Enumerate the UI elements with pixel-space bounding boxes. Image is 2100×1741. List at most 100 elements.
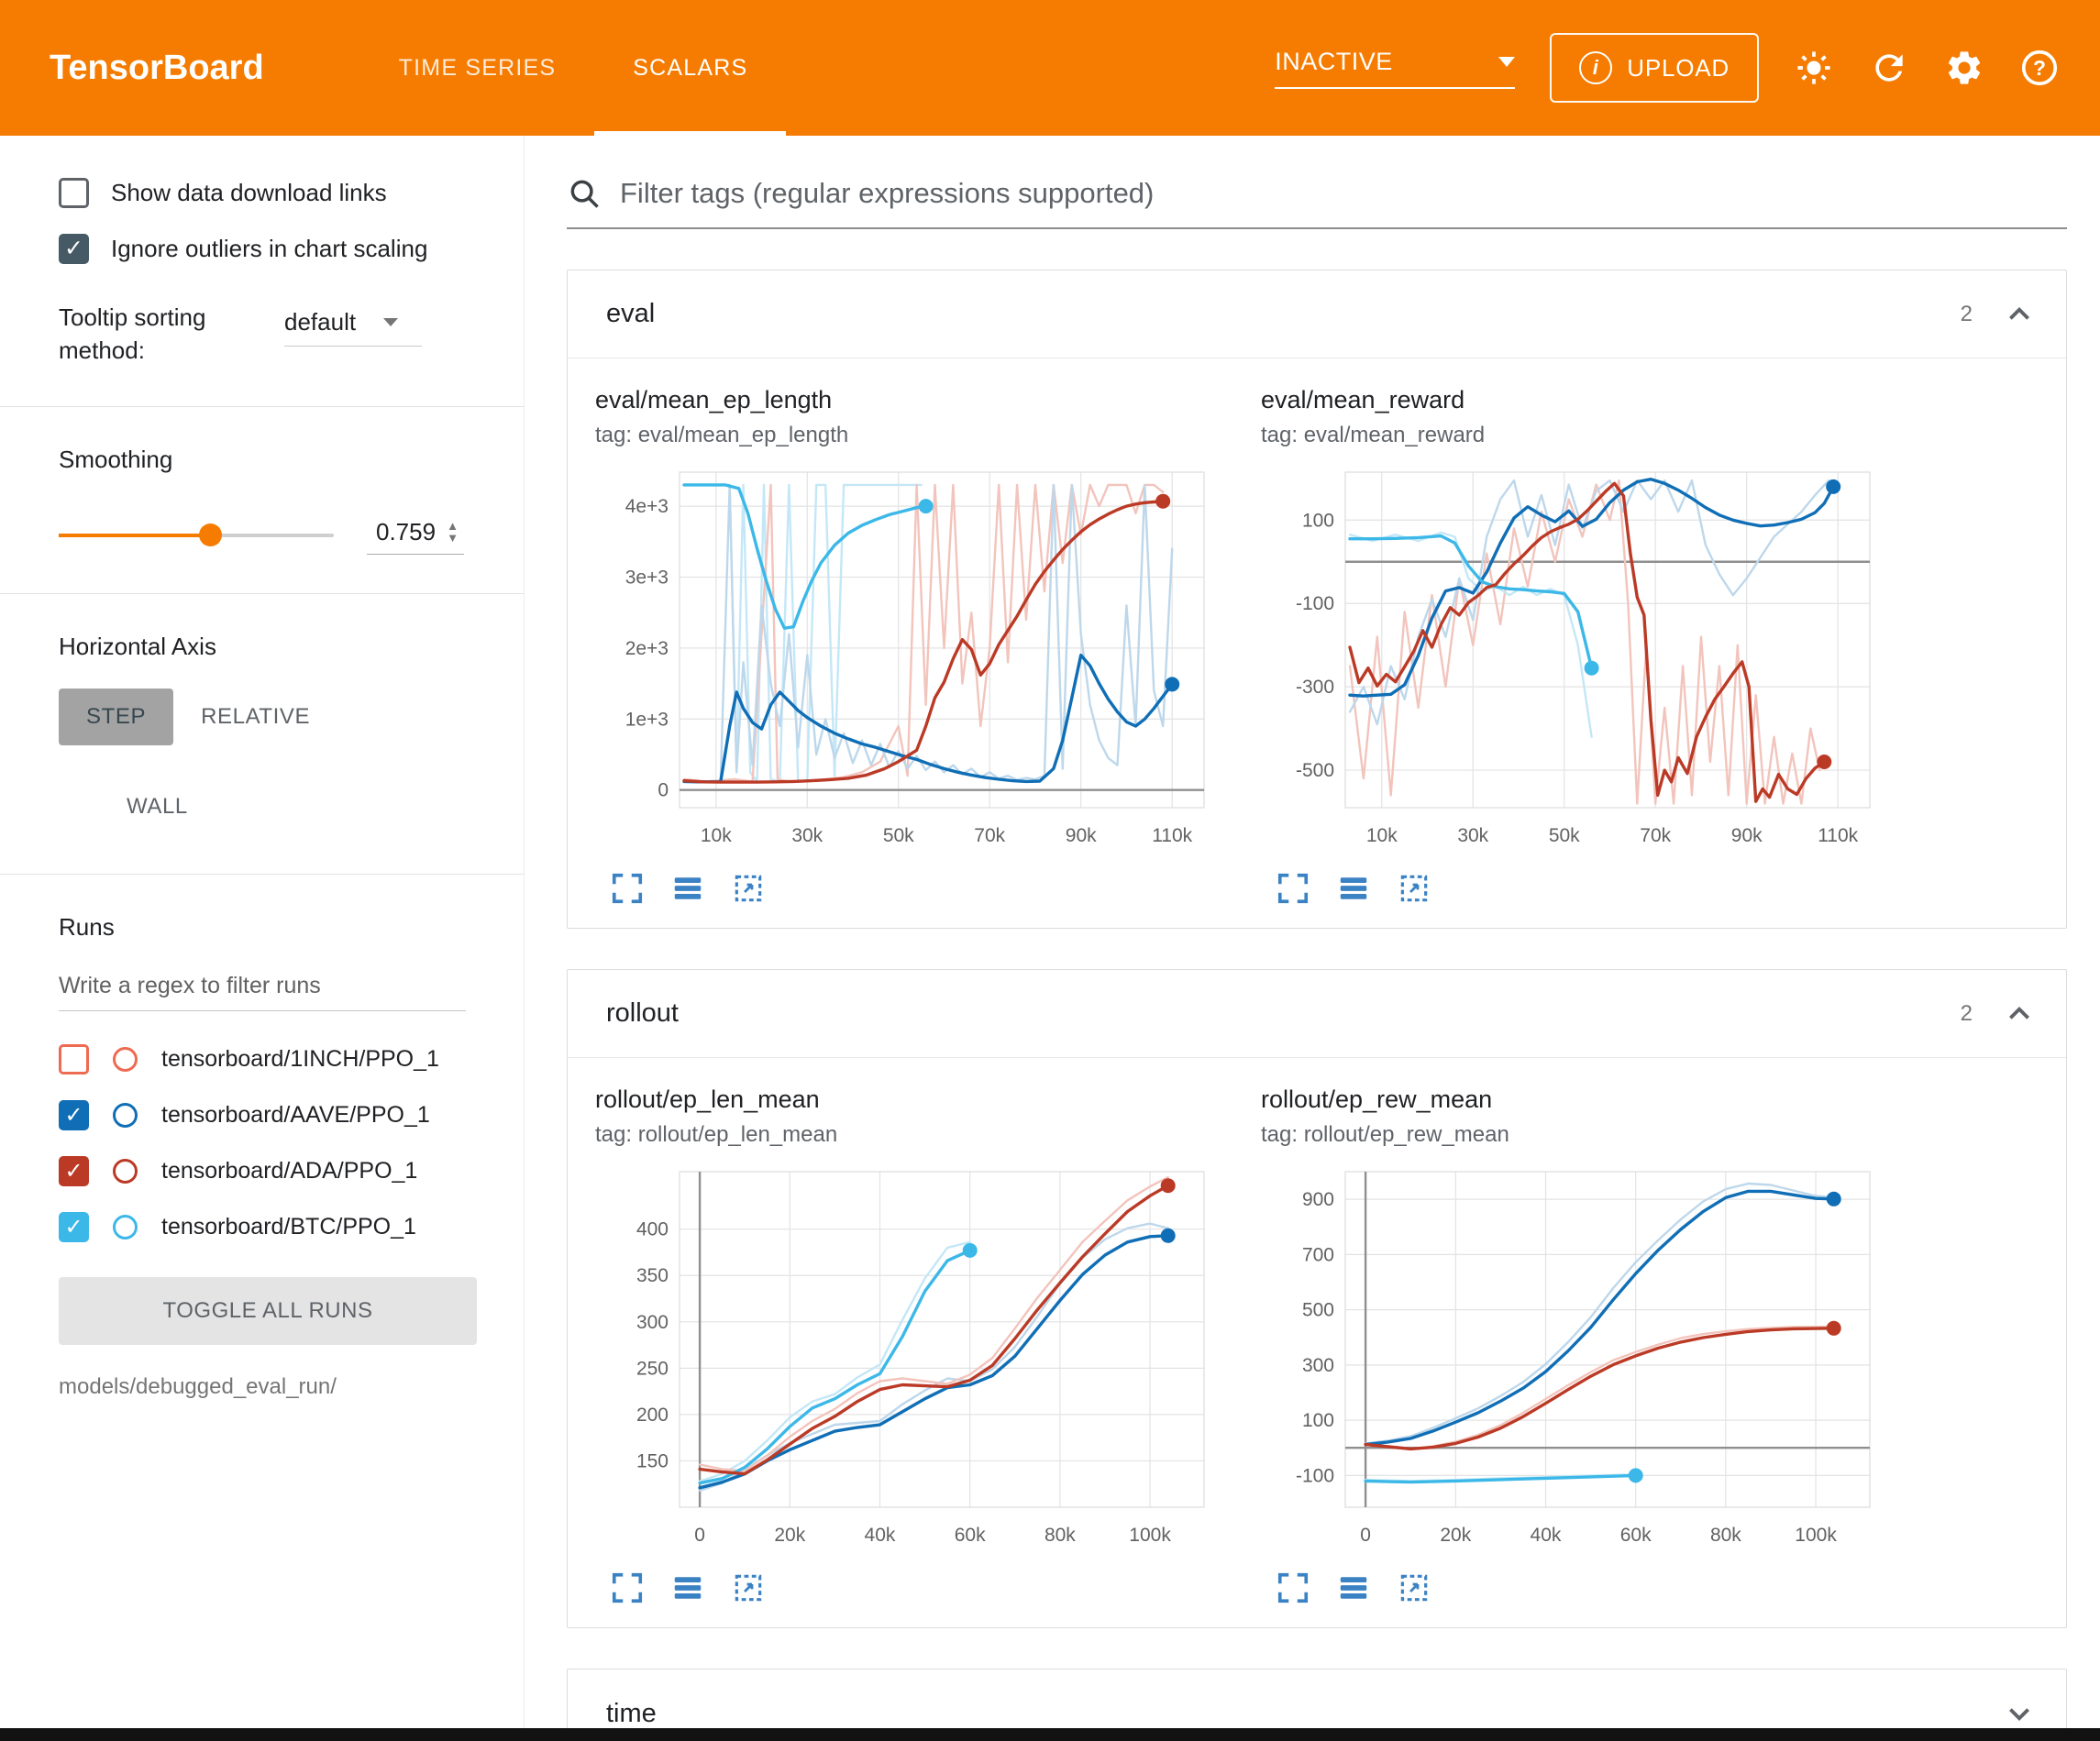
run-table-icon[interactable]	[1336, 871, 1371, 906]
runs-footer: models/debugged_eval_run/	[59, 1373, 337, 1399]
section-eval-body: eval/mean_ep_length tag: eval/mean_ep_le…	[568, 358, 2066, 928]
gear-icon[interactable]	[1944, 48, 1984, 88]
svg-text:20k: 20k	[774, 1525, 805, 1546]
help-icon[interactable]: ?	[2019, 48, 2060, 88]
chart-tag: tag: eval/mean_ep_length	[595, 423, 849, 447]
smoothing-slider[interactable]	[59, 523, 334, 546]
chart-canvas-rollout-ep-rew-mean[interactable]: 0 20k 40k 60k 80k 100k -100 100 300 500 700 900	[1261, 1159, 1884, 1567]
svg-text:50k: 50k	[1549, 825, 1580, 846]
chart-canvas-rollout-ep-len-mean[interactable]: 0 20k 40k 60k 80k 100k 150 200 250 300 350 400	[595, 1159, 1219, 1567]
tab-time-series[interactable]: TIME SERIES	[398, 54, 557, 81]
horizontal-axis-options: STEP RELATIVE WALL	[59, 688, 453, 835]
tab-scalars[interactable]: SCALARS	[594, 0, 787, 136]
svg-text:700: 700	[1302, 1244, 1334, 1265]
svg-text:90k: 90k	[1066, 825, 1097, 846]
run-checkbox[interactable]: ✓	[59, 1155, 89, 1186]
svg-text:150: 150	[636, 1450, 669, 1471]
toggle-all-runs-button[interactable]: TOGGLE ALL RUNS	[59, 1276, 477, 1345]
smoothing-value-input[interactable]: 0.759 ▲ ▼	[367, 516, 464, 555]
status-dropdown[interactable]: INACTIVE	[1275, 48, 1516, 89]
expand-chart-icon[interactable]	[610, 871, 645, 906]
brightness-icon[interactable]	[1794, 48, 1834, 88]
search-icon	[570, 180, 599, 208]
run-checkbox[interactable]	[59, 1043, 89, 1074]
show-download-links-row: ✓ Show data download links	[59, 178, 502, 208]
run-table-icon[interactable]	[670, 871, 705, 906]
ignore-outliers-checkbox[interactable]: ✓	[59, 234, 89, 264]
svg-text:40k: 40k	[865, 1525, 896, 1546]
collapse-chevron-icon[interactable]	[2000, 995, 2039, 1033]
svg-text:100: 100	[1302, 510, 1334, 531]
section-eval-header[interactable]: eval 2	[568, 270, 2066, 358]
fit-domain-icon[interactable]	[1397, 1570, 1431, 1605]
upload-label: UPLOAD	[1627, 53, 1730, 82]
spinner-icon[interactable]: ▲ ▼	[447, 518, 459, 545]
chart-svg[interactable]: 0 20k 40k 60k 80k 100k 150 200 250 300 350 400	[595, 1159, 1219, 1562]
svg-text:300: 300	[636, 1312, 669, 1333]
section-count: 2	[1960, 301, 1973, 326]
section-rollout-header[interactable]: rollout 2	[568, 970, 2066, 1058]
expand-chart-icon[interactable]	[1276, 1570, 1310, 1605]
chart-toolbar	[610, 1570, 1219, 1605]
divider	[0, 873, 524, 875]
collapse-chevron-icon[interactable]	[2000, 1694, 2039, 1728]
collapse-chevron-icon[interactable]	[2000, 295, 2039, 334]
window-bottom-edge	[0, 1728, 2100, 1741]
ignore-outliers-row: ✓ Ignore outliers in chart scaling	[59, 234, 502, 264]
main-tabs: TIME SERIES SCALARS	[360, 0, 787, 136]
tooltip-sorting-dropdown[interactable]: default	[284, 308, 422, 347]
svg-text:500: 500	[1302, 1300, 1334, 1321]
runs-label: Runs	[59, 912, 115, 941]
chart-title: rollout/ep_rew_mean	[1261, 1085, 1493, 1113]
svg-text:100: 100	[1302, 1410, 1334, 1431]
chart-canvas-eval-mean-reward[interactable]: 10k 30k 50k 70k 90k 110k 100 -100 -300 -500	[1261, 459, 1884, 867]
axis-option-relative[interactable]: RELATIVE	[173, 689, 337, 745]
divider	[0, 592, 524, 594]
main-content: eval 2 eval/mean_ep_length tag: eval/mea…	[525, 136, 2100, 1728]
run-table-icon[interactable]	[1336, 1570, 1371, 1605]
chart-canvas-eval-mean-ep-length[interactable]: 10k 30k 50k 70k 90k 110k 0 1e+3 2e+3 3e+3 4e+3	[595, 459, 1219, 867]
chart-toolbar	[610, 871, 1219, 906]
slider-thumb[interactable]	[199, 523, 222, 546]
chart-block: eval/mean_reward tag: eval/mean_reward 1…	[1261, 386, 1884, 906]
axis-option-step[interactable]: STEP	[59, 688, 174, 745]
chart-svg[interactable]: 10k 30k 50k 70k 90k 110k 0 1e+3 2e+3 3e+3 4e+3	[595, 459, 1219, 863]
svg-text:90k: 90k	[1731, 825, 1763, 846]
chart-svg[interactable]: 0 20k 40k 60k 80k 100k -100 100 300 500 700 900	[1261, 1159, 1884, 1562]
svg-text:2e+3: 2e+3	[625, 638, 669, 659]
runs-filter-input[interactable]	[59, 972, 466, 999]
run-checkbox[interactable]: ✓	[59, 1211, 89, 1242]
svg-text:110k: 110k	[1818, 825, 1858, 846]
run-checkbox[interactable]: ✓	[59, 1099, 89, 1130]
ignore-outliers-label: Ignore outliers in chart scaling	[111, 235, 428, 262]
svg-text:100k: 100k	[1129, 1525, 1171, 1546]
chart-title: eval/mean_reward	[1261, 386, 1465, 413]
axis-option-wall[interactable]: WALL	[99, 778, 216, 835]
run-row: tensorboard/1INCH/PPO_1	[59, 1043, 502, 1074]
svg-text:30k: 30k	[791, 825, 823, 846]
runs-filter	[59, 971, 466, 1011]
svg-text:40k: 40k	[1531, 1525, 1562, 1546]
run-table-icon[interactable]	[670, 1570, 705, 1605]
chart-toolbar	[1276, 871, 1884, 906]
section-time-header[interactable]: time	[568, 1669, 2066, 1728]
section-count: 2	[1960, 1000, 1973, 1026]
fit-domain-icon[interactable]	[1397, 871, 1431, 906]
chart-svg[interactable]: 10k 30k 50k 70k 90k 110k 100 -100 -300 -500	[1261, 459, 1884, 863]
tag-filter-input[interactable]	[620, 177, 2067, 210]
check-icon: ✓	[64, 236, 83, 261]
chart-tag: tag: rollout/ep_rew_mean	[1261, 1122, 1509, 1147]
expand-chart-icon[interactable]	[1276, 871, 1310, 906]
fit-domain-icon[interactable]	[731, 1570, 766, 1605]
section-title: time	[606, 1698, 657, 1728]
upload-button[interactable]: i UPLOAD	[1550, 33, 1759, 103]
svg-text:0: 0	[658, 780, 669, 801]
show-download-links-checkbox[interactable]: ✓	[59, 178, 89, 208]
expand-chart-icon[interactable]	[610, 1570, 645, 1605]
section-eval: eval 2 eval/mean_ep_length tag: eval/mea…	[567, 270, 2067, 929]
svg-text:10k: 10k	[701, 825, 732, 846]
svg-text:80k: 80k	[1044, 1525, 1076, 1546]
fit-domain-icon[interactable]	[731, 871, 766, 906]
refresh-icon[interactable]	[1869, 48, 1909, 88]
runs-list: tensorboard/1INCH/PPO_1 ✓ tensorboard/AAVE…	[59, 1043, 502, 1242]
